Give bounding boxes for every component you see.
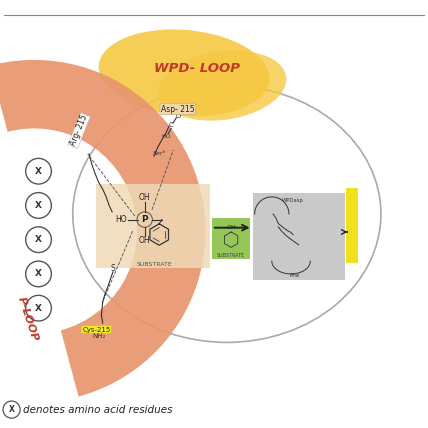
Wedge shape bbox=[0, 60, 205, 396]
Circle shape bbox=[26, 227, 51, 253]
Text: WPD- LOOP: WPD- LOOP bbox=[154, 62, 240, 75]
Text: X: X bbox=[35, 235, 42, 244]
Text: OH: OH bbox=[139, 236, 151, 246]
Text: WPDasp: WPDasp bbox=[282, 198, 304, 203]
Bar bbox=[96, 184, 210, 268]
Ellipse shape bbox=[99, 30, 269, 116]
Text: Serᵇ: Serᵇ bbox=[153, 151, 166, 156]
Ellipse shape bbox=[73, 86, 381, 342]
Text: P-LOOP: P-LOOP bbox=[16, 295, 40, 342]
Bar bbox=[346, 188, 358, 263]
Circle shape bbox=[26, 261, 51, 287]
Text: Phe: Phe bbox=[290, 273, 300, 278]
Ellipse shape bbox=[159, 51, 286, 121]
Text: P: P bbox=[141, 215, 148, 224]
Text: SUBSTRATE: SUBSTRATE bbox=[217, 253, 245, 258]
Circle shape bbox=[3, 401, 20, 418]
Text: OH: OH bbox=[226, 225, 236, 230]
Text: SUBSTRATE: SUBSTRATE bbox=[136, 262, 172, 267]
Text: X: X bbox=[35, 201, 42, 210]
Text: OH: OH bbox=[139, 193, 151, 202]
Text: Cys-215: Cys-215 bbox=[82, 327, 110, 333]
Text: denotes amino acid residues: denotes amino acid residues bbox=[23, 404, 172, 415]
Text: Arg- 215: Arg- 215 bbox=[69, 114, 89, 147]
Circle shape bbox=[26, 295, 51, 321]
Text: HO: HO bbox=[161, 134, 171, 139]
Text: X: X bbox=[35, 269, 42, 279]
Bar bbox=[212, 218, 250, 259]
Text: Asp- 215: Asp- 215 bbox=[161, 104, 194, 114]
Text: X: X bbox=[35, 303, 42, 313]
Text: X: X bbox=[9, 405, 15, 414]
Text: HO: HO bbox=[115, 215, 127, 224]
Circle shape bbox=[26, 158, 51, 184]
Text: X: X bbox=[35, 166, 42, 176]
Text: S: S bbox=[110, 264, 116, 273]
Text: O: O bbox=[175, 113, 181, 119]
Text: NH₂: NH₂ bbox=[92, 333, 106, 339]
Circle shape bbox=[26, 193, 51, 218]
Text: C: C bbox=[169, 122, 174, 128]
Bar bbox=[253, 193, 345, 280]
